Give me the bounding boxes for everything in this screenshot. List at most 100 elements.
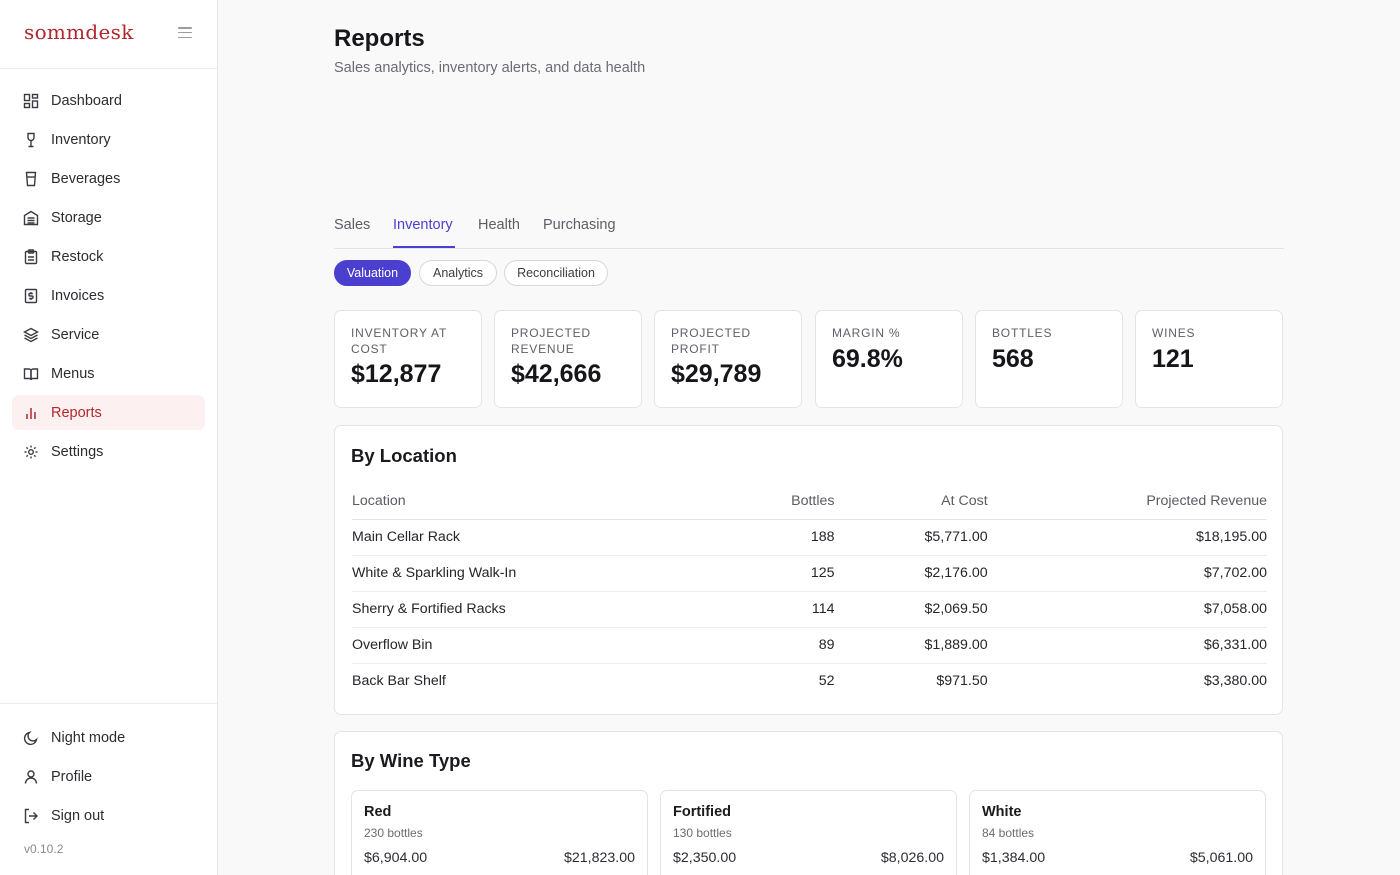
stat-card: Bottles 568 (975, 310, 1123, 408)
wine-type-revenue: $5,061.00 (1189, 850, 1253, 866)
location-table: Location Bottles At Cost Projected Reven… (352, 489, 1267, 699)
cell-location: Main Cellar Rack (352, 519, 773, 556)
sidebar-bottom-nav: Night mode Profile Sign out (12, 720, 205, 837)
wine-type-cost: $1,384.00 (982, 850, 1046, 866)
stat-card: Wines 121 (1135, 310, 1283, 408)
tab-purchasing[interactable]: Purchasing (543, 217, 616, 233)
sidebar-item-menus[interactable]: Menus (12, 356, 205, 391)
sidebar-item-label: Menus (51, 365, 95, 382)
sidebar-item-label: Restock (51, 248, 104, 265)
wine-type-revenue: $8,026.00 (880, 850, 944, 866)
sidebar-item-beverages[interactable]: Beverages (12, 161, 205, 196)
stat-label: Projected profit (671, 326, 751, 356)
wine-type-card[interactable]: Fortified 130 bottles $2,350.00 $8,026.0… (660, 790, 957, 875)
column-header[interactable]: At Cost (834, 489, 988, 520)
cell-at-cost: $5,771.00 (834, 519, 988, 556)
wine-type-bottles: 230 bottles (364, 826, 423, 840)
cell-projected-revenue: $7,058.00 (987, 591, 1267, 628)
wine-type-card[interactable]: Red 230 bottles $6,904.00 $21,823.00 (351, 790, 648, 875)
wine-type-values: $1,384.00 $5,061.00 (982, 850, 1253, 866)
tab-health[interactable]: Health (478, 217, 520, 233)
sidebar-item-settings[interactable]: Settings (12, 434, 205, 469)
stat-value: 69.8% (832, 344, 903, 373)
bar-chart-icon (23, 405, 39, 421)
table-row[interactable]: Overflow Bin 89 $1,889.00 $6,331.00 (352, 627, 1267, 664)
sidebar-item-label: Invoices (51, 287, 105, 304)
table-row[interactable]: Main Cellar Rack 188 $5,771.00 $18,195.0… (352, 519, 1267, 556)
cell-at-cost: $971.50 (936, 673, 988, 690)
stat-card: Projected profit $29,789 (654, 310, 802, 408)
cell-at-cost: $2,176.00 (834, 555, 988, 592)
cell-projected-revenue: $18,195.00 (987, 519, 1267, 556)
tab-inventory[interactable]: Inventory (393, 217, 453, 233)
wine-type-cost: $6,904.00 (364, 850, 428, 866)
card-title: By Location (351, 445, 457, 466)
user-icon (23, 769, 39, 785)
night-mode-toggle[interactable]: Night mode (12, 720, 205, 755)
subtab-reconciliation[interactable]: Reconciliation (504, 260, 608, 286)
cell-at-cost: $2,069.50 (834, 591, 988, 628)
cell-bottles: 114 (772, 591, 835, 628)
table-row[interactable]: Sherry & Fortified Racks 114 $2,069.50 $… (352, 591, 1267, 628)
sign-out-button[interactable]: Sign out (12, 798, 205, 833)
sidebar-item-storage[interactable]: Storage (12, 200, 205, 235)
sidebar-item-reports[interactable]: Reports (12, 395, 205, 430)
stat-card: Inventory at cost $12,877 (334, 310, 482, 408)
stat-label: Wines (1152, 326, 1196, 340)
stat-value: 568 (992, 344, 1034, 373)
stat-label: Projected revenue (511, 326, 591, 356)
wine-type-bottles: 84 bottles (982, 826, 1035, 840)
app-version: v0.10.2 (24, 842, 64, 856)
sidebar-item-service[interactable]: Service (12, 317, 205, 352)
sidebar-item-inventory[interactable]: Inventory (12, 122, 205, 157)
wine-type-values: $6,904.00 $21,823.00 (364, 850, 635, 866)
by-location-card: By Location Location Bottles At Cost Pro… (334, 425, 1283, 715)
sidebar-item-invoices[interactable]: Invoices (12, 278, 205, 313)
night-mode-label: Night mode (51, 729, 126, 746)
column-header[interactable]: Projected Revenue (987, 489, 1267, 520)
cell-bottles: 52 (818, 673, 835, 690)
book-icon (23, 366, 39, 382)
stat-value: $42,666 (511, 360, 602, 388)
cell-projected-revenue: $6,331.00 (987, 627, 1267, 664)
invoice-icon (23, 288, 39, 304)
active-tab-indicator (393, 246, 455, 248)
cell-location: Overflow Bin (352, 627, 773, 664)
page-title: Reports (334, 25, 425, 52)
tab-sales[interactable]: Sales (334, 217, 371, 233)
stat-label: Margin % (832, 326, 901, 340)
stat-value: 121 (1152, 344, 1194, 373)
stat-value: $29,789 (671, 360, 762, 388)
subtab-analytics[interactable]: Analytics (419, 260, 497, 286)
wine-type-name: Red (364, 804, 392, 820)
column-header[interactable]: Location (352, 489, 773, 520)
profile-link[interactable]: Profile (12, 759, 205, 794)
sidebar-item-label: Service (51, 326, 100, 343)
column-header[interactable]: Bottles (772, 489, 835, 520)
wine-type-cost: $2,350.00 (673, 850, 737, 866)
brand-logo[interactable]: sommdesk (24, 20, 134, 44)
cell-bottles: 125 (772, 555, 835, 592)
sidebar-nav: Dashboard Inventory Beverages Storage Re… (12, 83, 205, 473)
menu-toggle-icon[interactable] (178, 27, 192, 39)
table-row[interactable]: White & Sparkling Walk-In 125 $2,176.00 … (352, 555, 1267, 592)
card-title: By Wine Type (351, 750, 471, 771)
sidebar-item-dashboard[interactable]: Dashboard (12, 83, 205, 118)
sidebar: sommdesk Dashboard Inventory Beverages S… (0, 0, 218, 875)
stat-value: $12,877 (351, 360, 442, 388)
stat-card: Margin % 69.8% (815, 310, 963, 408)
cell-bottles: 188 (772, 519, 835, 556)
brand-row: sommdesk (0, 0, 217, 69)
table-row[interactable]: Back Bar Shelf 52 $971.50 $3,380.00 (352, 663, 1267, 699)
sidebar-item-restock[interactable]: Restock (12, 239, 205, 274)
subtab-valuation[interactable]: Valuation (334, 260, 411, 286)
sidebar-item-label: Dashboard (51, 92, 122, 109)
cell-location: White & Sparkling Walk-In (352, 555, 773, 592)
sidebar-item-label: Reports (51, 404, 102, 421)
wine-type-card[interactable]: White 84 bottles $1,384.00 $5,061.00 (969, 790, 1266, 875)
sidebar-item-label: Storage (51, 209, 102, 226)
wine-type-revenue: $21,823.00 (563, 850, 635, 866)
dashboard-icon (23, 93, 39, 109)
sign-out-label: Sign out (51, 807, 105, 824)
cell-at-cost: $1,889.00 (834, 627, 988, 664)
